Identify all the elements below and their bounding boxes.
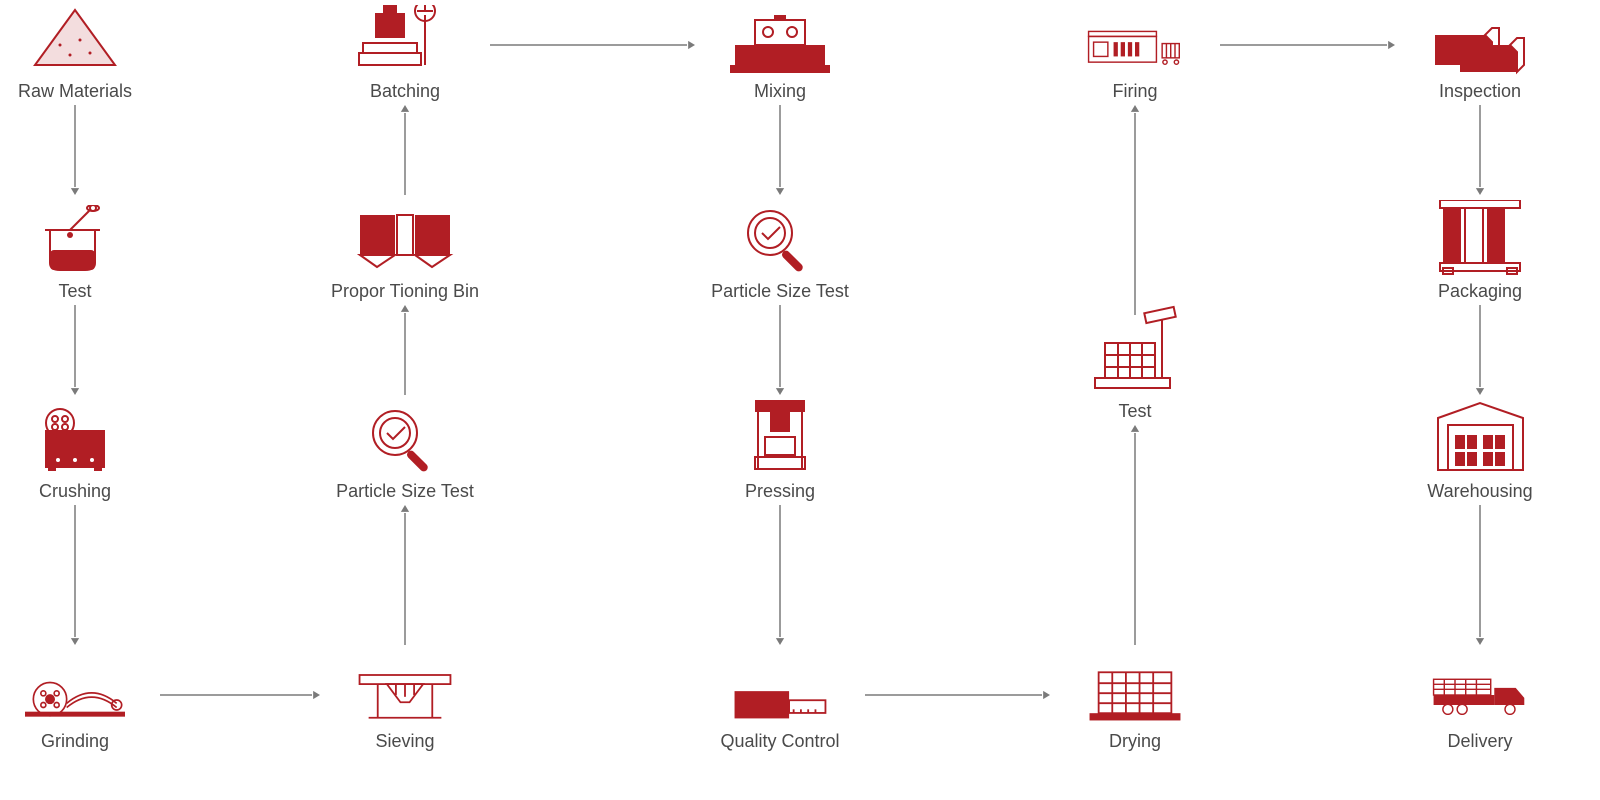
node-inspection: Inspection [1400, 5, 1560, 102]
flow-arrow [770, 95, 790, 205]
firing-icon [1085, 5, 1185, 75]
raw-icon [25, 5, 125, 75]
delivery-icon [1430, 655, 1530, 725]
warehousing-icon [1430, 405, 1530, 475]
node-pressing: Pressing [700, 405, 860, 502]
node-test2: Test [1055, 325, 1215, 422]
node-label: Grinding [41, 731, 109, 752]
flow-arrow [65, 295, 85, 405]
flow-arrow [1470, 95, 1490, 205]
node-drying: Drying [1055, 655, 1215, 752]
packaging-icon [1430, 205, 1530, 275]
flow-arrow [1210, 35, 1405, 55]
flow-arrow [480, 35, 705, 55]
flow-arrow [65, 495, 85, 655]
node-batching: Batching [325, 5, 485, 102]
node-label: Quality Control [720, 731, 839, 752]
flow-arrow [1470, 295, 1490, 405]
flow-arrow [770, 295, 790, 405]
flow-arrow [770, 495, 790, 655]
grinding-icon [25, 655, 125, 725]
drying-icon [1085, 655, 1185, 725]
node-grinding: Grinding [0, 655, 155, 752]
node-label: Drying [1109, 731, 1161, 752]
node-qc: Quality Control [700, 655, 860, 752]
flow-arrow [395, 95, 415, 205]
inspection-icon [1430, 5, 1530, 75]
pst2-icon [730, 205, 830, 275]
flow-arrow [395, 295, 415, 405]
node-packaging: Packaging [1400, 205, 1560, 302]
node-test1: Test [0, 205, 155, 302]
node-mixing: Mixing [700, 5, 860, 102]
propbin-icon [355, 205, 455, 275]
node-sieving: Sieving [325, 655, 485, 752]
mixing-icon [730, 5, 830, 75]
flow-arrow [150, 685, 330, 705]
flow-arrow [1125, 415, 1145, 655]
node-label: Delivery [1447, 731, 1512, 752]
pressing-icon [730, 405, 830, 475]
node-delivery: Delivery [1400, 655, 1560, 752]
test1-icon [25, 205, 125, 275]
flow-arrow [1470, 495, 1490, 655]
crushing-icon [25, 405, 125, 475]
pst1-icon [355, 405, 455, 475]
batching-icon [355, 5, 455, 75]
flow-arrow [395, 495, 415, 655]
flow-arrow [65, 95, 85, 205]
sieving-icon [355, 655, 455, 725]
test2-icon [1085, 325, 1185, 395]
node-warehousing: Warehousing [1400, 405, 1560, 502]
node-crushing: Crushing [0, 405, 155, 502]
node-pst1: Particle Size Test [325, 405, 485, 502]
node-raw: Raw Materials [0, 5, 155, 102]
node-pst2: Particle Size Test [700, 205, 860, 302]
qc-icon [730, 655, 830, 725]
node-propbin: Propor Tioning Bin [325, 205, 485, 302]
flow-arrow [855, 685, 1060, 705]
node-label: Sieving [375, 731, 434, 752]
flow-arrow [1125, 95, 1145, 325]
node-firing: Firing [1055, 5, 1215, 102]
